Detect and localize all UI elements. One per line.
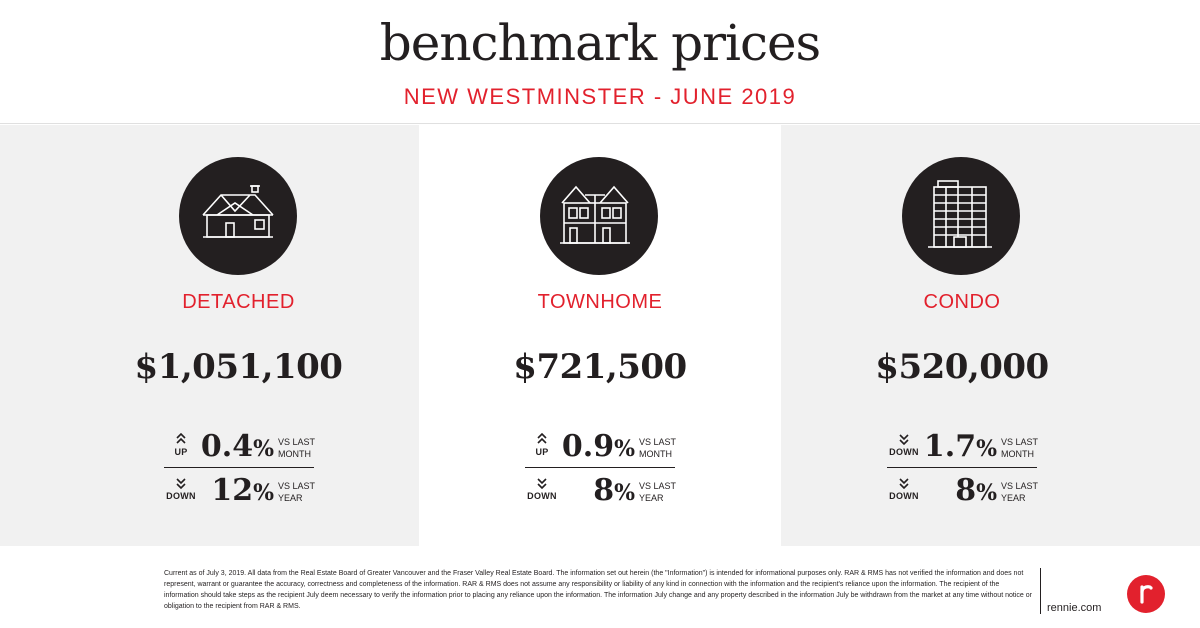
percent-unit: % <box>976 480 997 506</box>
panel-condo: CONDO $520,000 DOWN 1.7% VS LAST MONTH DO… <box>781 125 1200 546</box>
percent-change: 0.4% <box>201 429 274 464</box>
percent-change: 1.7% <box>924 429 997 464</box>
direction-indicator: UP <box>525 433 559 457</box>
benchmark-price: $520,000 <box>875 347 1049 387</box>
footer-divider <box>1040 568 1041 614</box>
stat-yearly-change: DOWN 8% VS LAST YEAR <box>525 471 676 513</box>
stat-yearly-change: DOWN 8% VS LAST YEAR <box>887 471 1038 513</box>
period-line1: VS LAST <box>1001 437 1039 447</box>
detached-house-icon <box>179 157 297 275</box>
percent-value: 0.4 <box>200 429 254 464</box>
percent-value: 8 <box>593 473 615 508</box>
period-line2: MONTH <box>639 449 672 459</box>
benchmark-price: $1,051,100 <box>134 347 343 387</box>
direction-indicator: DOWN <box>887 477 921 501</box>
direction-indicator: UP <box>164 433 198 457</box>
period-line2: YEAR <box>278 493 303 503</box>
comparison-period: VS LAST MONTH <box>639 436 683 460</box>
percent-unit: % <box>614 480 635 506</box>
page-subtitle: NEW WESTMINSTER - JUNE 2019 <box>403 84 797 109</box>
comparison-period: VS LAST YEAR <box>639 480 683 504</box>
percent-change: 0.9% <box>562 429 635 464</box>
chevron-down-icon <box>176 478 186 489</box>
stat-divider <box>164 467 314 468</box>
comparison-period: VS LAST YEAR <box>1001 480 1045 504</box>
comparison-period: VS LAST YEAR <box>278 480 322 504</box>
page-title: benchmark prices <box>379 14 821 72</box>
header: benchmark prices NEW WESTMINSTER - JUNE … <box>0 0 1200 124</box>
townhome-icon <box>540 157 658 275</box>
direction-indicator: DOWN <box>164 477 198 501</box>
period-line1: VS LAST <box>278 481 316 491</box>
property-type-label: DETACHED <box>182 291 295 313</box>
price-change-stats: DOWN 1.7% VS LAST MONTH DOWN 8% VS LAST YE… <box>887 427 1038 517</box>
period-line2: YEAR <box>639 493 664 503</box>
property-type-label: TOWNHOME <box>537 291 663 313</box>
chevron-up-icon <box>537 433 547 444</box>
chevron-down-icon <box>899 434 909 445</box>
direction-label: UP <box>535 447 549 457</box>
period-line1: VS LAST <box>639 437 677 447</box>
property-type-label: CONDO <box>923 291 1001 313</box>
stat-yearly-change: DOWN 12% VS LAST YEAR <box>164 471 315 513</box>
direction-label: DOWN <box>527 491 557 501</box>
comparison-period: VS LAST MONTH <box>278 436 322 460</box>
price-panels: DETACHED $1,051,100 UP 0.4% VS LAST MONTH… <box>0 125 1200 546</box>
period-line2: MONTH <box>278 449 311 459</box>
stat-divider <box>887 467 1037 468</box>
stat-monthly-change: DOWN 1.7% VS LAST MONTH <box>887 427 1038 469</box>
price-change-stats: UP 0.9% VS LAST MONTH DOWN 8% VS LAST YEAR <box>525 427 676 517</box>
panel-detached: DETACHED $1,051,100 UP 0.4% VS LAST MONTH… <box>0 125 419 546</box>
panel-townhome: TOWNHOME $721,500 UP 0.9% VS LAST MONTH D… <box>419 125 781 546</box>
comparison-period: VS LAST MONTH <box>1001 436 1045 460</box>
percent-value: 0.9 <box>561 429 615 464</box>
percent-value: 8 <box>955 473 977 508</box>
direction-indicator: DOWN <box>525 477 559 501</box>
percent-change: 8% <box>593 473 635 508</box>
period-line1: VS LAST <box>639 481 677 491</box>
rennie-logo-icon[interactable] <box>1127 575 1165 613</box>
direction-label: DOWN <box>166 491 196 501</box>
stat-monthly-change: UP 0.4% VS LAST MONTH <box>164 427 315 469</box>
percent-value: 12 <box>211 473 254 508</box>
stat-divider <box>525 467 675 468</box>
condo-building-icon <box>902 157 1020 275</box>
period-line2: YEAR <box>1001 493 1026 503</box>
disclaimer-text: Current as of July 3, 2019. All data fro… <box>164 570 1032 610</box>
percent-change: 12% <box>211 473 274 508</box>
benchmark-price: $721,500 <box>513 347 687 387</box>
percent-unit: % <box>253 436 274 462</box>
direction-label: DOWN <box>889 491 919 501</box>
percent-change: 8% <box>955 473 997 508</box>
direction-indicator: DOWN <box>887 433 921 457</box>
period-line1: VS LAST <box>278 437 316 447</box>
percent-unit: % <box>614 436 635 462</box>
website-link[interactable]: rennie.com <box>1047 602 1102 614</box>
direction-label: UP <box>174 447 188 457</box>
price-change-stats: UP 0.4% VS LAST MONTH DOWN 12% VS LAST YEA… <box>164 427 315 517</box>
percent-unit: % <box>976 436 997 462</box>
chevron-down-icon <box>899 478 909 489</box>
direction-label: DOWN <box>889 447 919 457</box>
period-line2: MONTH <box>1001 449 1034 459</box>
chevron-down-icon <box>537 478 547 489</box>
percent-value: 1.7 <box>923 429 977 464</box>
chevron-up-icon <box>176 433 186 444</box>
footer: Current as of July 3, 2019. All data fro… <box>0 546 1200 628</box>
period-line1: VS LAST <box>1001 481 1039 491</box>
stat-monthly-change: UP 0.9% VS LAST MONTH <box>525 427 676 469</box>
percent-unit: % <box>253 480 274 506</box>
